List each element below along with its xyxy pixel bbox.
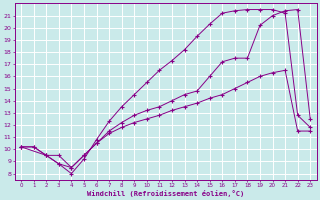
X-axis label: Windchill (Refroidissement éolien,°C): Windchill (Refroidissement éolien,°C) [87, 190, 244, 197]
